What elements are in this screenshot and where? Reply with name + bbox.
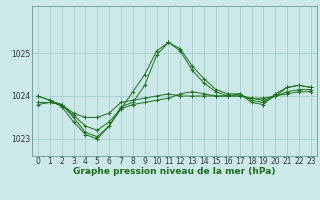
X-axis label: Graphe pression niveau de la mer (hPa): Graphe pression niveau de la mer (hPa)	[73, 167, 276, 176]
